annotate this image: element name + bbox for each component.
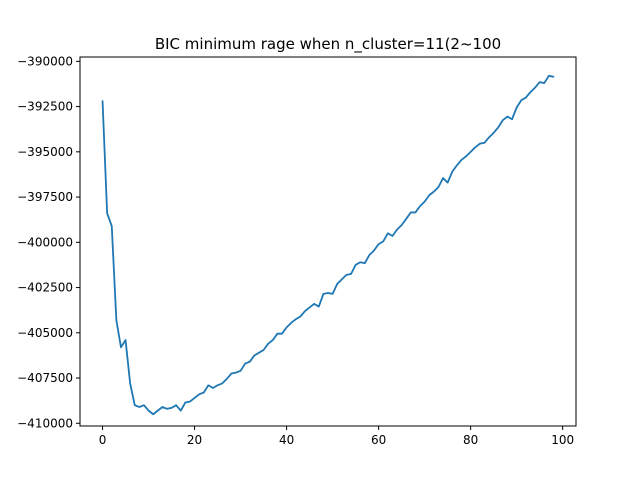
x-tick-label: 0 <box>99 433 107 447</box>
x-tick-label: 40 <box>279 433 294 447</box>
y-tick-label: −390000 <box>17 54 73 68</box>
x-tick-label: 60 <box>371 433 386 447</box>
y-tick-label: −392500 <box>17 100 73 114</box>
y-tick-label: −400000 <box>17 235 73 249</box>
series-layer <box>101 74 555 416</box>
y-tick-label: −407500 <box>17 371 73 385</box>
y-tick-label: −410000 <box>17 416 73 430</box>
series-line <box>101 74 555 416</box>
y-tick-label: −397500 <box>17 190 73 204</box>
chart-title: BIC minimum rage when n_cluster=11(2~100 <box>155 35 501 54</box>
x-tick-label: 80 <box>463 433 478 447</box>
y-tick-label: −405000 <box>17 326 73 340</box>
y-tick-label: −395000 <box>17 145 73 159</box>
x-tick-label: 100 <box>551 433 574 447</box>
plot-frame <box>79 56 577 427</box>
x-tick-label: 20 <box>187 433 202 447</box>
axis-ticks: 0 20 40 60 80 100 −390000 −392500 −395000 −397500… <box>17 54 574 447</box>
y-tick-label: −402500 <box>17 281 73 295</box>
